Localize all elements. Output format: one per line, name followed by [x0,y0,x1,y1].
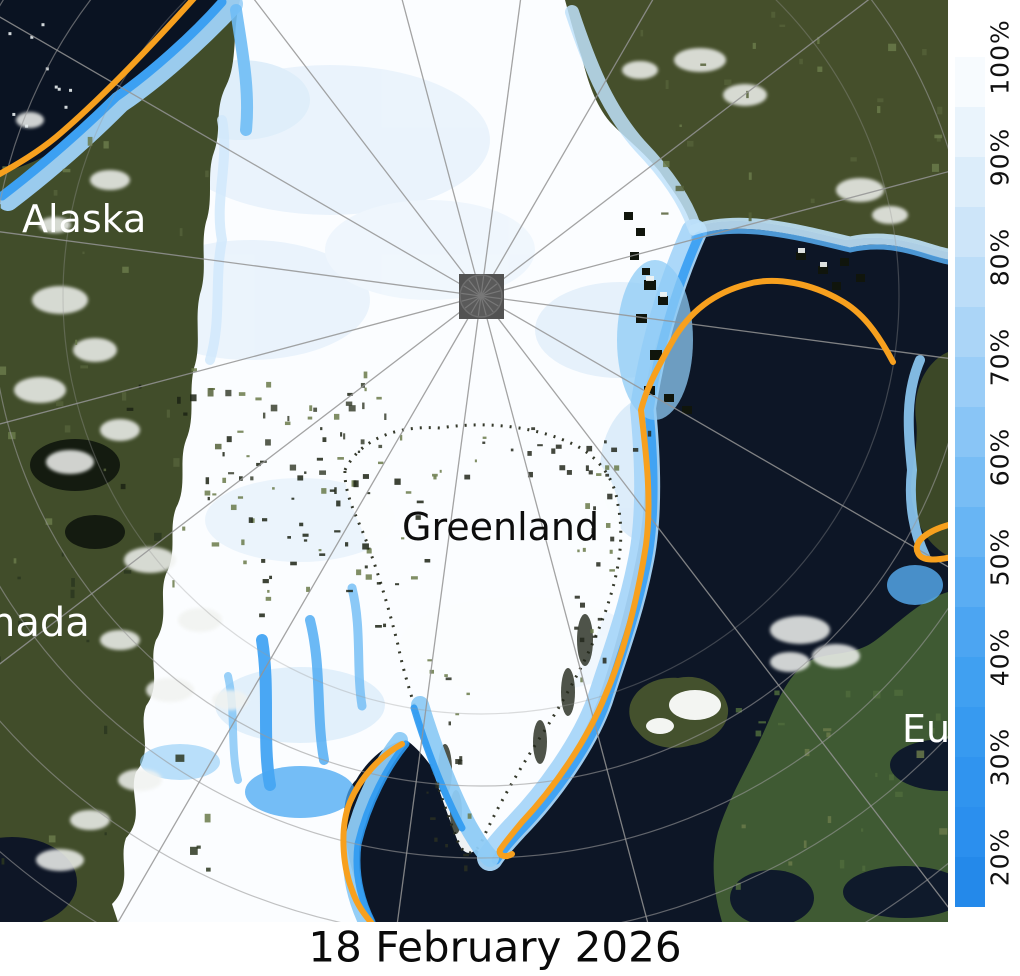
colorbar-band [955,407,985,457]
colorbar-tick-label: 100% [985,19,1015,95]
novaya-zemlya-land [911,352,948,556]
colorbar: 100% 90% 80% 70% 60% 50% 40% 30% 20% [948,0,1020,922]
colorbar-tick-label: 40% [985,627,1015,687]
colorbar-band [955,457,985,507]
colorbar-band [955,707,985,757]
ice-channel-patch [140,744,220,780]
colorbar-band [955,507,985,557]
colorbar-band [955,307,985,357]
colorbar-tick-label: 60% [985,427,1015,487]
date-bar: 18 February 2026 [0,922,1020,976]
colorbar-tick-label: 80% [985,227,1015,287]
north-pole-marker [459,274,504,319]
kara-ice-patch [887,565,943,605]
arctic-map: Alaska Greenland nada Eu [0,0,948,922]
colorbar-tick-label: 50% [985,527,1015,587]
colorbar-tick-label: 70% [985,327,1015,387]
label-greenland: Greenland [402,505,599,549]
north-sea [730,870,814,922]
arctic-islands [617,212,865,420]
great-slave-lake [65,515,125,549]
label-canada-partial: nada [0,600,90,646]
colorbar-band [955,357,985,407]
colorbar-band [955,757,985,807]
label-europe-partial: Eu [902,707,948,751]
colorbar-band [955,657,985,707]
snow-cloud-patches [8,23,908,871]
colorbar-band [955,157,985,207]
colorbar-band [955,607,985,657]
terrain-speckles [0,11,948,890]
colorbar-tick-label: 90% [985,127,1015,187]
arctic-map-canvas: Alaska Greenland nada Eu [0,0,948,922]
ice-channel-patch [245,766,355,818]
colorbar-band [955,807,985,857]
colorbar-scale [955,57,985,907]
colorbar-tick-label: 30% [985,727,1015,787]
date-label: 18 February 2026 [308,922,682,972]
colorbar-band [955,57,985,107]
colorbar-band [955,557,985,607]
colorbar-band [955,107,985,157]
ice-edge-contour-line [0,0,948,922]
colorbar-band [955,207,985,257]
colorbar-tick-label: 20% [985,827,1015,887]
graticule [0,0,948,922]
colorbar-band [955,257,985,307]
colorbar-band [955,857,985,907]
baltic-sea [843,866,948,918]
label-alaska: Alaska [22,197,146,241]
europe-land [713,592,948,922]
latitude-circles [0,0,948,922]
